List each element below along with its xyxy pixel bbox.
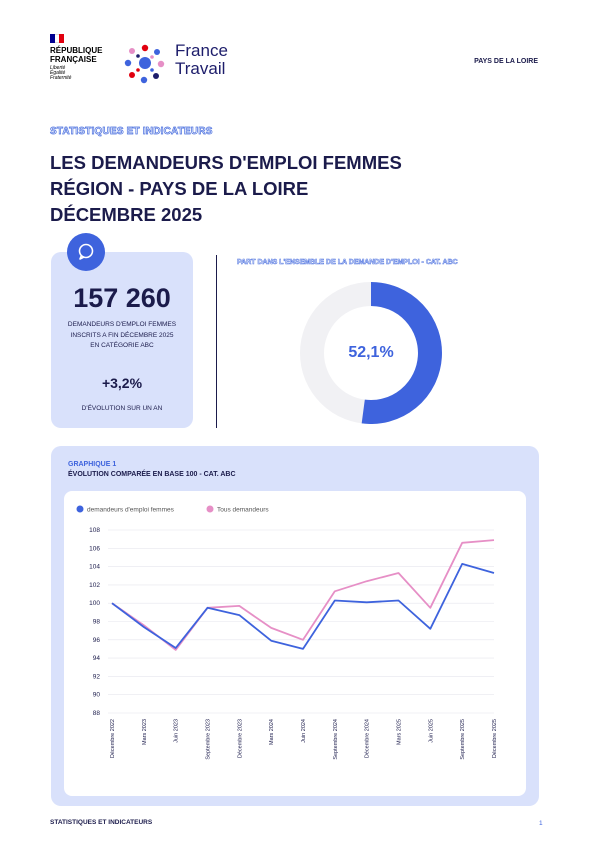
legend-swatch	[76, 505, 84, 513]
x-tick-label: Juin 2025	[428, 719, 434, 743]
y-tick-label: 100	[89, 600, 100, 607]
y-tick-label: 90	[93, 692, 101, 699]
x-tick-label: Septembre 2023	[206, 719, 212, 760]
y-tick-label: 92	[93, 673, 101, 680]
x-tick-label: Décembre 2025	[492, 719, 498, 758]
republique-logo-text: RÉPUBLIQUE FRANÇAISE	[50, 46, 103, 64]
y-tick-label: 102	[89, 582, 100, 589]
share-donut-chart	[300, 282, 442, 424]
y-tick-label: 94	[93, 655, 101, 662]
donut-share-arc	[361, 282, 442, 424]
section-kicker: STATISTIQUES ET INDICATEURS	[50, 126, 213, 138]
y-tick-label: 108	[89, 527, 100, 534]
marianne-flag-icon	[50, 34, 65, 43]
legend-swatch	[206, 505, 214, 513]
jobseekers-description: DEMANDEURS D'EMPLOI FEMMES INSCRITS A FI…	[67, 321, 177, 349]
y-tick-label: 96	[93, 637, 101, 644]
y-tick-label: 88	[93, 710, 101, 717]
series-line	[111, 563, 495, 650]
series-line	[111, 539, 495, 651]
x-tick-label: Juin 2024	[301, 719, 307, 743]
legend-label: Tous demandeurs	[217, 507, 269, 514]
republique-motto: Liberté Égalité Fraternité	[50, 65, 72, 81]
y-tick-label: 98	[93, 619, 101, 626]
stat-card	[51, 252, 193, 428]
x-tick-label: Décembre 2024	[365, 719, 371, 758]
graph-title: ÉVOLUTION COMPARÉE EN BASE 100 - CAT. AB…	[68, 471, 236, 478]
page-number: 1	[539, 820, 543, 827]
france-travail-wordmark: France Travail	[175, 41, 228, 78]
x-tick-label: Décembre 2022	[110, 719, 116, 758]
graph-kicker: GRAPHIQUE 1	[68, 461, 117, 468]
line-chart: 88 90 92 94 96 98 100 102 104 106 108 Décembre 2022…	[76, 505, 498, 760]
evolution-label: D'ÉVOLUTION SUR UN AN	[81, 405, 163, 412]
x-tick-label: Septembre 2025	[460, 719, 466, 760]
evolution-value: +3,2%	[101, 375, 143, 391]
chart-area	[64, 491, 526, 796]
x-tick-label: Juin 2023	[174, 719, 180, 743]
y-tick-label: 106	[89, 545, 100, 552]
x-tick-label: Décembre 2023	[237, 719, 243, 758]
page-title: LES DEMANDEURS D'EMPLOI FEMMES RÉGION - …	[50, 152, 402, 225]
region-label: PAYS DE LA LOIRE	[474, 58, 538, 65]
x-tick-label: Septembre 2024	[333, 719, 339, 760]
footer-label: STATISTIQUES ET INDICATEURS	[50, 819, 153, 826]
vertical-divider	[216, 255, 217, 428]
x-tick-label: Mars 2025	[397, 719, 403, 745]
x-tick-label: Mars 2024	[269, 719, 275, 745]
france-travail-logo-icon	[124, 44, 165, 84]
chat-bubble-icon	[67, 233, 105, 271]
x-tick-label: Mars 2023	[142, 719, 148, 745]
share-title: PART DANS L'ENSEMBLE DE LA DEMANDE D'EMP…	[237, 259, 458, 267]
legend-label: demandeurs d'emploi femmes	[87, 507, 175, 514]
y-tick-label: 104	[89, 564, 100, 571]
jobseekers-count: 157 260	[73, 283, 171, 313]
share-percent: 52,1%	[348, 344, 394, 361]
